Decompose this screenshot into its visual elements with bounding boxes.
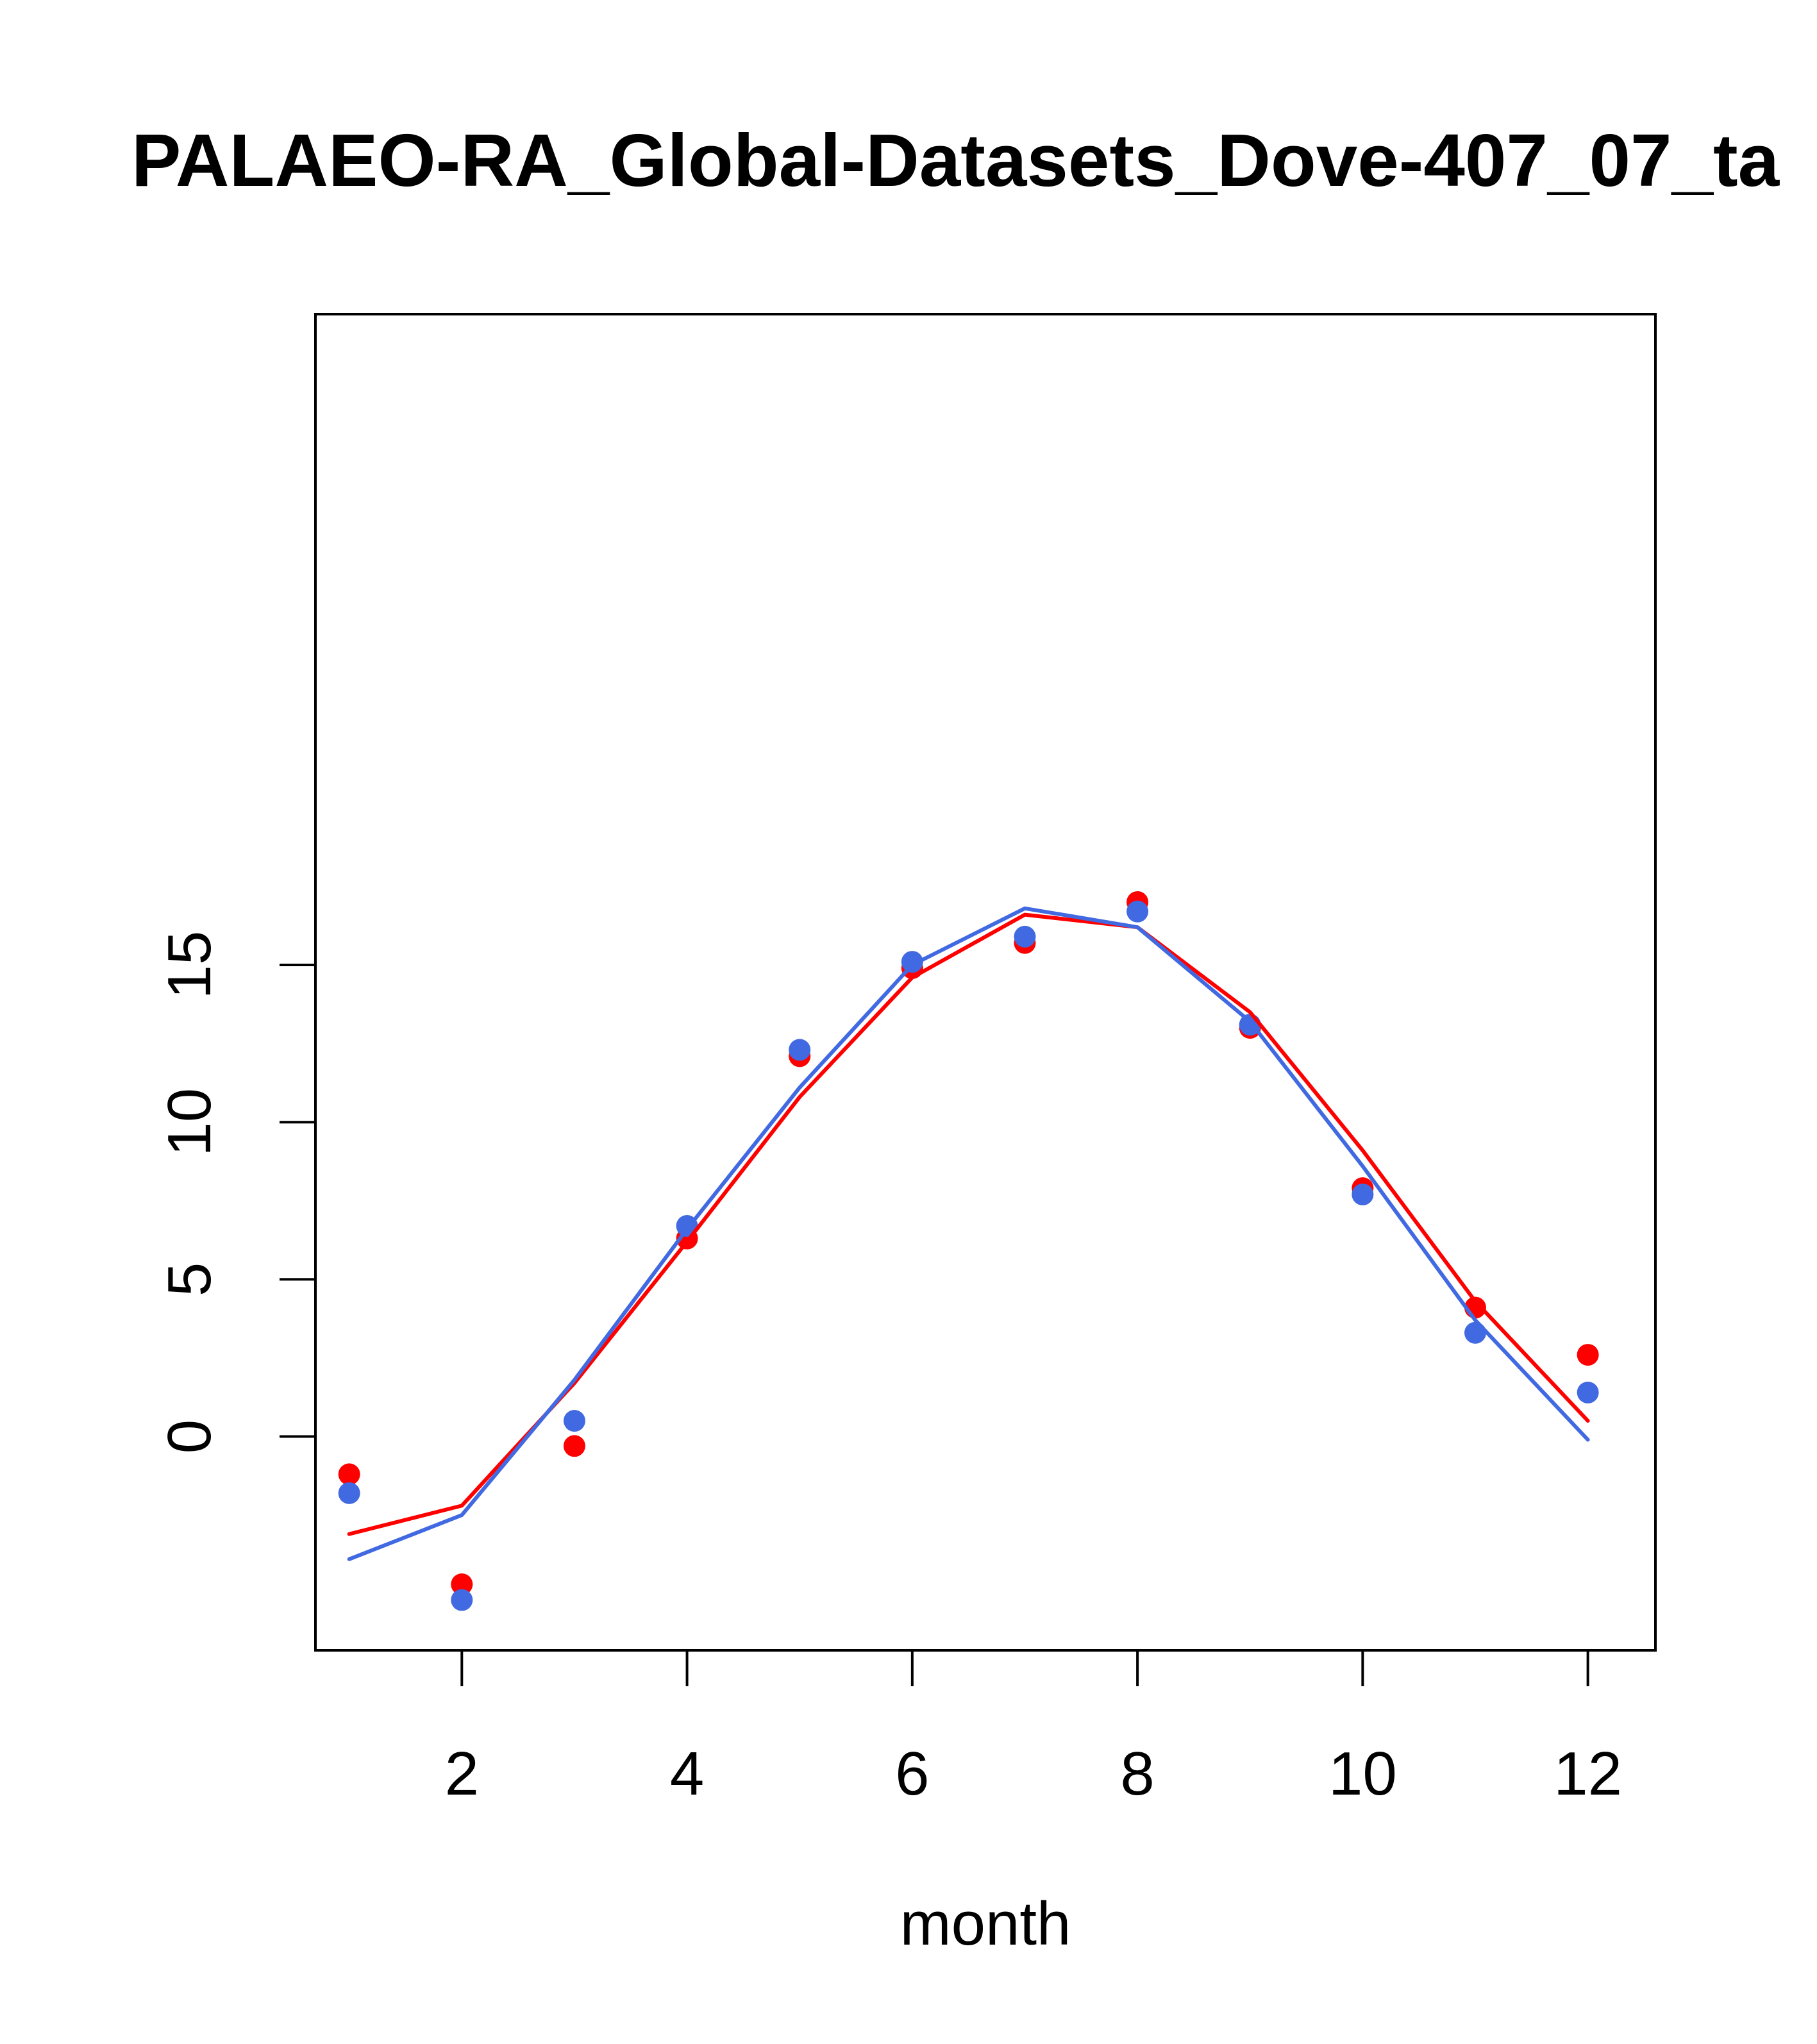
series-layer: [338, 891, 1599, 1611]
x-tick-label: 2: [445, 1739, 479, 1808]
x-axis: 2 4 6 8 10 12: [445, 1649, 1622, 1808]
data-point: [563, 1435, 585, 1457]
y-tick-label: 5: [155, 1262, 224, 1296]
data-point: [1577, 1381, 1599, 1403]
x-axis-label: month: [900, 1889, 1071, 1958]
data-point: [901, 951, 923, 973]
x-tick-label: 10: [1328, 1739, 1397, 1808]
data-point: [789, 1039, 811, 1061]
chart-title: PALAEO-RA_Global-Datasets_Dove-407_07_ta: [131, 119, 1780, 202]
x-tick-label: 4: [670, 1739, 704, 1808]
data-point: [1126, 900, 1149, 923]
line-series-3: [347, 906, 1590, 1561]
y-axis: 0 5 10 15: [155, 931, 317, 1453]
data-point: [1464, 1321, 1486, 1344]
data-point: [338, 1463, 360, 1486]
point-series-1: [338, 900, 1599, 1611]
data-point: [451, 1589, 473, 1611]
x-tick-label: 6: [895, 1739, 929, 1808]
data-point: [1577, 1344, 1599, 1366]
data-point: [1352, 1183, 1374, 1205]
y-tick-label: 0: [155, 1420, 224, 1453]
x-tick-label: 12: [1553, 1739, 1622, 1808]
data-point: [563, 1410, 585, 1432]
data-point: [338, 1482, 360, 1504]
data-point: [1014, 925, 1036, 948]
y-tick-label: 15: [155, 931, 224, 1000]
data-point: [451, 1573, 473, 1596]
x-tick-label: 8: [1120, 1739, 1154, 1808]
point-series-0: [338, 891, 1599, 1596]
y-tick-label: 10: [155, 1088, 224, 1157]
line-series-2: [347, 912, 1590, 1536]
